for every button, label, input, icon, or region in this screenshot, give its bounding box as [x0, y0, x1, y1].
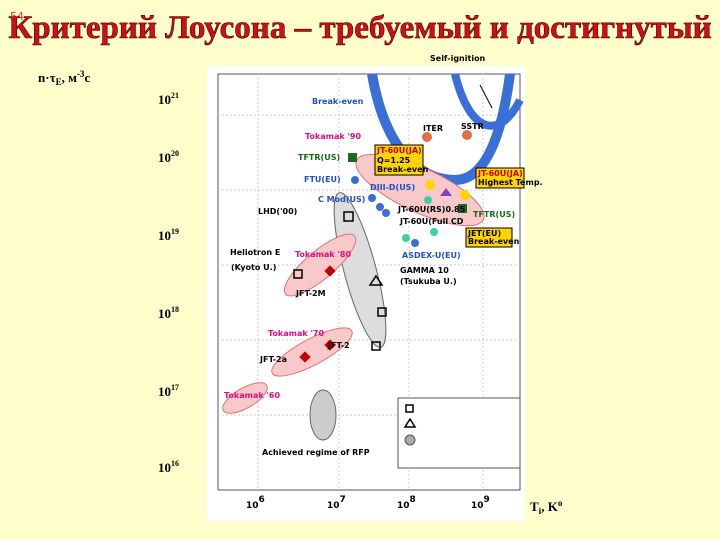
plot-label: JT-60U(JA) [376, 146, 422, 155]
plot-label: SSTR [461, 122, 484, 131]
x-tick-label: 108 [397, 495, 416, 511]
plot-label: Break-even [468, 237, 520, 246]
plot-frame [217, 73, 521, 491]
plot-label: Achieved regime of RFP [262, 448, 370, 457]
plot-label: TFTR(US) [473, 210, 515, 219]
plot-label: JFT-2M [295, 289, 326, 298]
legend [397, 397, 521, 469]
plot-label: C Mod(US) [318, 195, 365, 204]
x-tick-label: 107 [327, 495, 346, 511]
grid [218, 74, 520, 490]
plot-label: JFT-2a [259, 355, 287, 364]
plot-label: Tokamak '90 [305, 132, 361, 141]
plot-label: ASDEX-U(EU) [402, 251, 461, 260]
y-tick-label: 1021 [158, 91, 179, 107]
y-tick-label: 1020 [158, 149, 179, 165]
x-tick-label: 106 [246, 495, 265, 511]
plot-label: Self-ignition [430, 54, 486, 63]
plot-label: JT-60U(JA) [477, 169, 523, 178]
y-axis-label: n·τE, м-3с [38, 69, 90, 87]
plot-label: JFT-2 [327, 341, 350, 350]
x-tick-label: 109 [471, 495, 490, 511]
plot-label: Tokamak '80 [295, 250, 351, 259]
plot-label: Q=1.25 [377, 156, 411, 165]
x-axis-label: Ti, Ko [530, 498, 563, 516]
plot-label: FTU(EU) [304, 175, 341, 184]
plot-label: DIII-D(US) [370, 183, 415, 192]
plot-label: ITER [423, 124, 443, 133]
plot-label: Heliotron E [230, 248, 280, 257]
plot-label: Break-even [312, 97, 364, 106]
plot-label: Tokamak '60 [224, 391, 280, 400]
plot-label: JT-60U(RS)0.85 [397, 205, 466, 214]
plot-label: GAMMA 10 [400, 266, 449, 275]
plot-label: Highest Temp. [478, 178, 543, 187]
y-tick-label: 1016 [158, 459, 179, 475]
plot-label: JT-60U(Full CD [399, 217, 464, 226]
y-tick-label: 1017 [158, 383, 179, 399]
y-tick-label: 1019 [158, 227, 179, 243]
plot-label: JET(EU) [467, 229, 501, 238]
plot-label: TFTR(US) [298, 153, 340, 162]
plot-label: LHD('00) [258, 207, 297, 216]
y-tick-label: 1018 [158, 305, 179, 321]
plot-label: (Kyoto U.) [231, 263, 276, 272]
markers [293, 84, 525, 363]
plot-label: Tokamak '70 [268, 329, 324, 338]
slide-title: Критерий Лоусона – требуемый и достигнут… [8, 10, 711, 46]
plot-label: (Tsukuba U.) [400, 277, 457, 286]
plot-label: Break-even [377, 165, 429, 174]
slide-number: 54 [10, 10, 24, 23]
